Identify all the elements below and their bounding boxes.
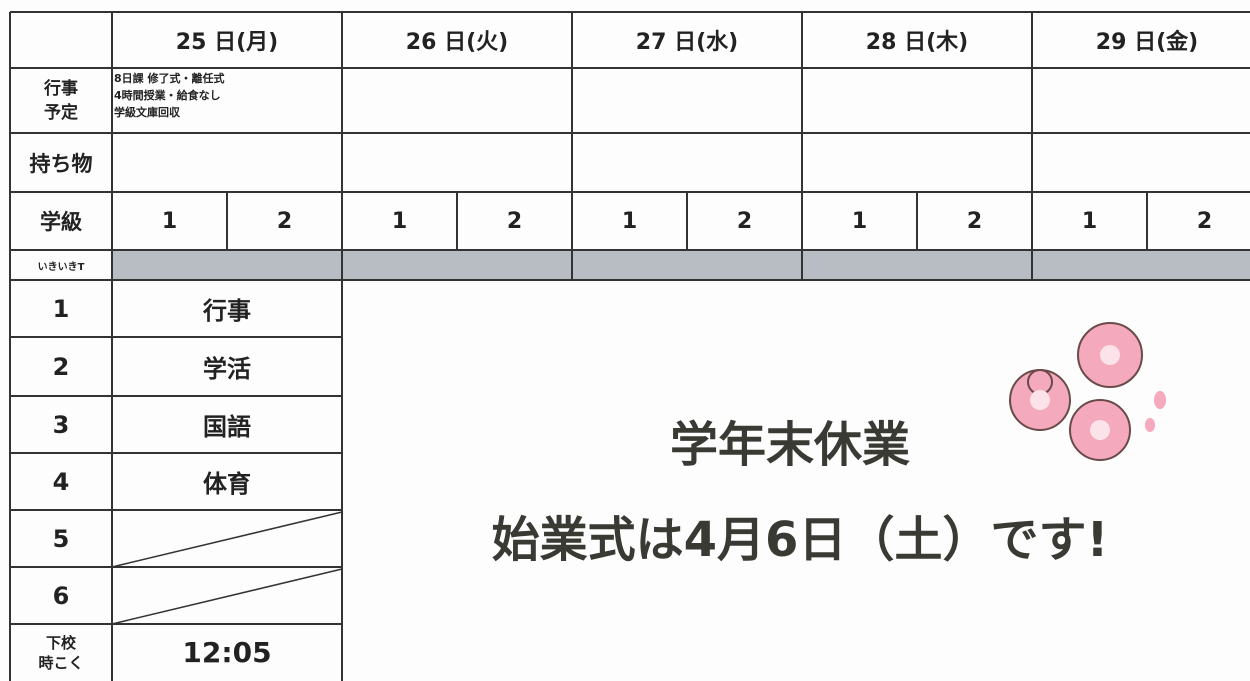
class-number: 1 <box>391 208 408 234</box>
ikiiki-label: いきいきT <box>37 261 85 273</box>
class-number: 1 <box>621 208 638 234</box>
period-number: 5 <box>52 524 70 553</box>
period-subject: 行事 <box>203 297 251 325</box>
events-label-line: 予定 <box>44 102 78 123</box>
period-number: 4 <box>52 467 70 496</box>
period-number: 2 <box>52 352 70 381</box>
events-label: 行事 予定 <box>10 68 112 133</box>
class-number: 2 <box>966 208 983 234</box>
sakura <box>1009 322 1166 461</box>
day-header: 25 日(月) <box>175 30 279 55</box>
events-monday-line: 4時間授業・給食なし <box>114 89 221 102</box>
events-monday: 8日課 修了式・離任式 4時間授業・給食なし 学級文庫回収 <box>114 70 340 130</box>
period-number: 1 <box>52 294 70 323</box>
day-header: 28 日(木) <box>865 30 969 55</box>
message-sub: 始業式は4月6日（土）です! <box>491 512 1109 568</box>
dismissal-label: 下校 時こく <box>10 624 112 681</box>
belongings-label: 持ち物 <box>29 151 93 176</box>
class-number: 2 <box>506 208 523 234</box>
message-title: 学年末休業 <box>669 417 910 473</box>
period-subject: 国語 <box>203 413 251 441</box>
class-number: 2 <box>1196 208 1213 234</box>
period-subject: 学活 <box>203 355 251 383</box>
day-header: 26 日(火) <box>405 30 509 55</box>
ikiiki-band <box>112 250 1250 280</box>
dismissal-time: 12:05 <box>182 636 272 669</box>
events-label-line: 行事 <box>44 78 78 99</box>
events-monday-line: 学級文庫回収 <box>114 106 180 119</box>
class-number: 2 <box>276 208 293 234</box>
class-number: 2 <box>736 208 753 234</box>
period-number: 3 <box>52 410 70 439</box>
dismissal-label-line: 時こく <box>38 653 84 672</box>
class-number: 1 <box>1081 208 1098 234</box>
class-number: 1 <box>161 208 178 234</box>
period-subject: 体育 <box>203 470 251 498</box>
class-number: 1 <box>851 208 868 234</box>
grid-lines <box>9 11 1250 681</box>
events-monday-line: 8日課 修了式・離任式 <box>114 72 225 85</box>
period-number: 6 <box>52 581 70 610</box>
day-header: 29 日(金) <box>1095 30 1199 55</box>
dismissal-label-line: 下校 <box>45 633 76 652</box>
classes-label: 学級 <box>40 210 82 234</box>
day-header: 27 日(水) <box>635 30 739 55</box>
